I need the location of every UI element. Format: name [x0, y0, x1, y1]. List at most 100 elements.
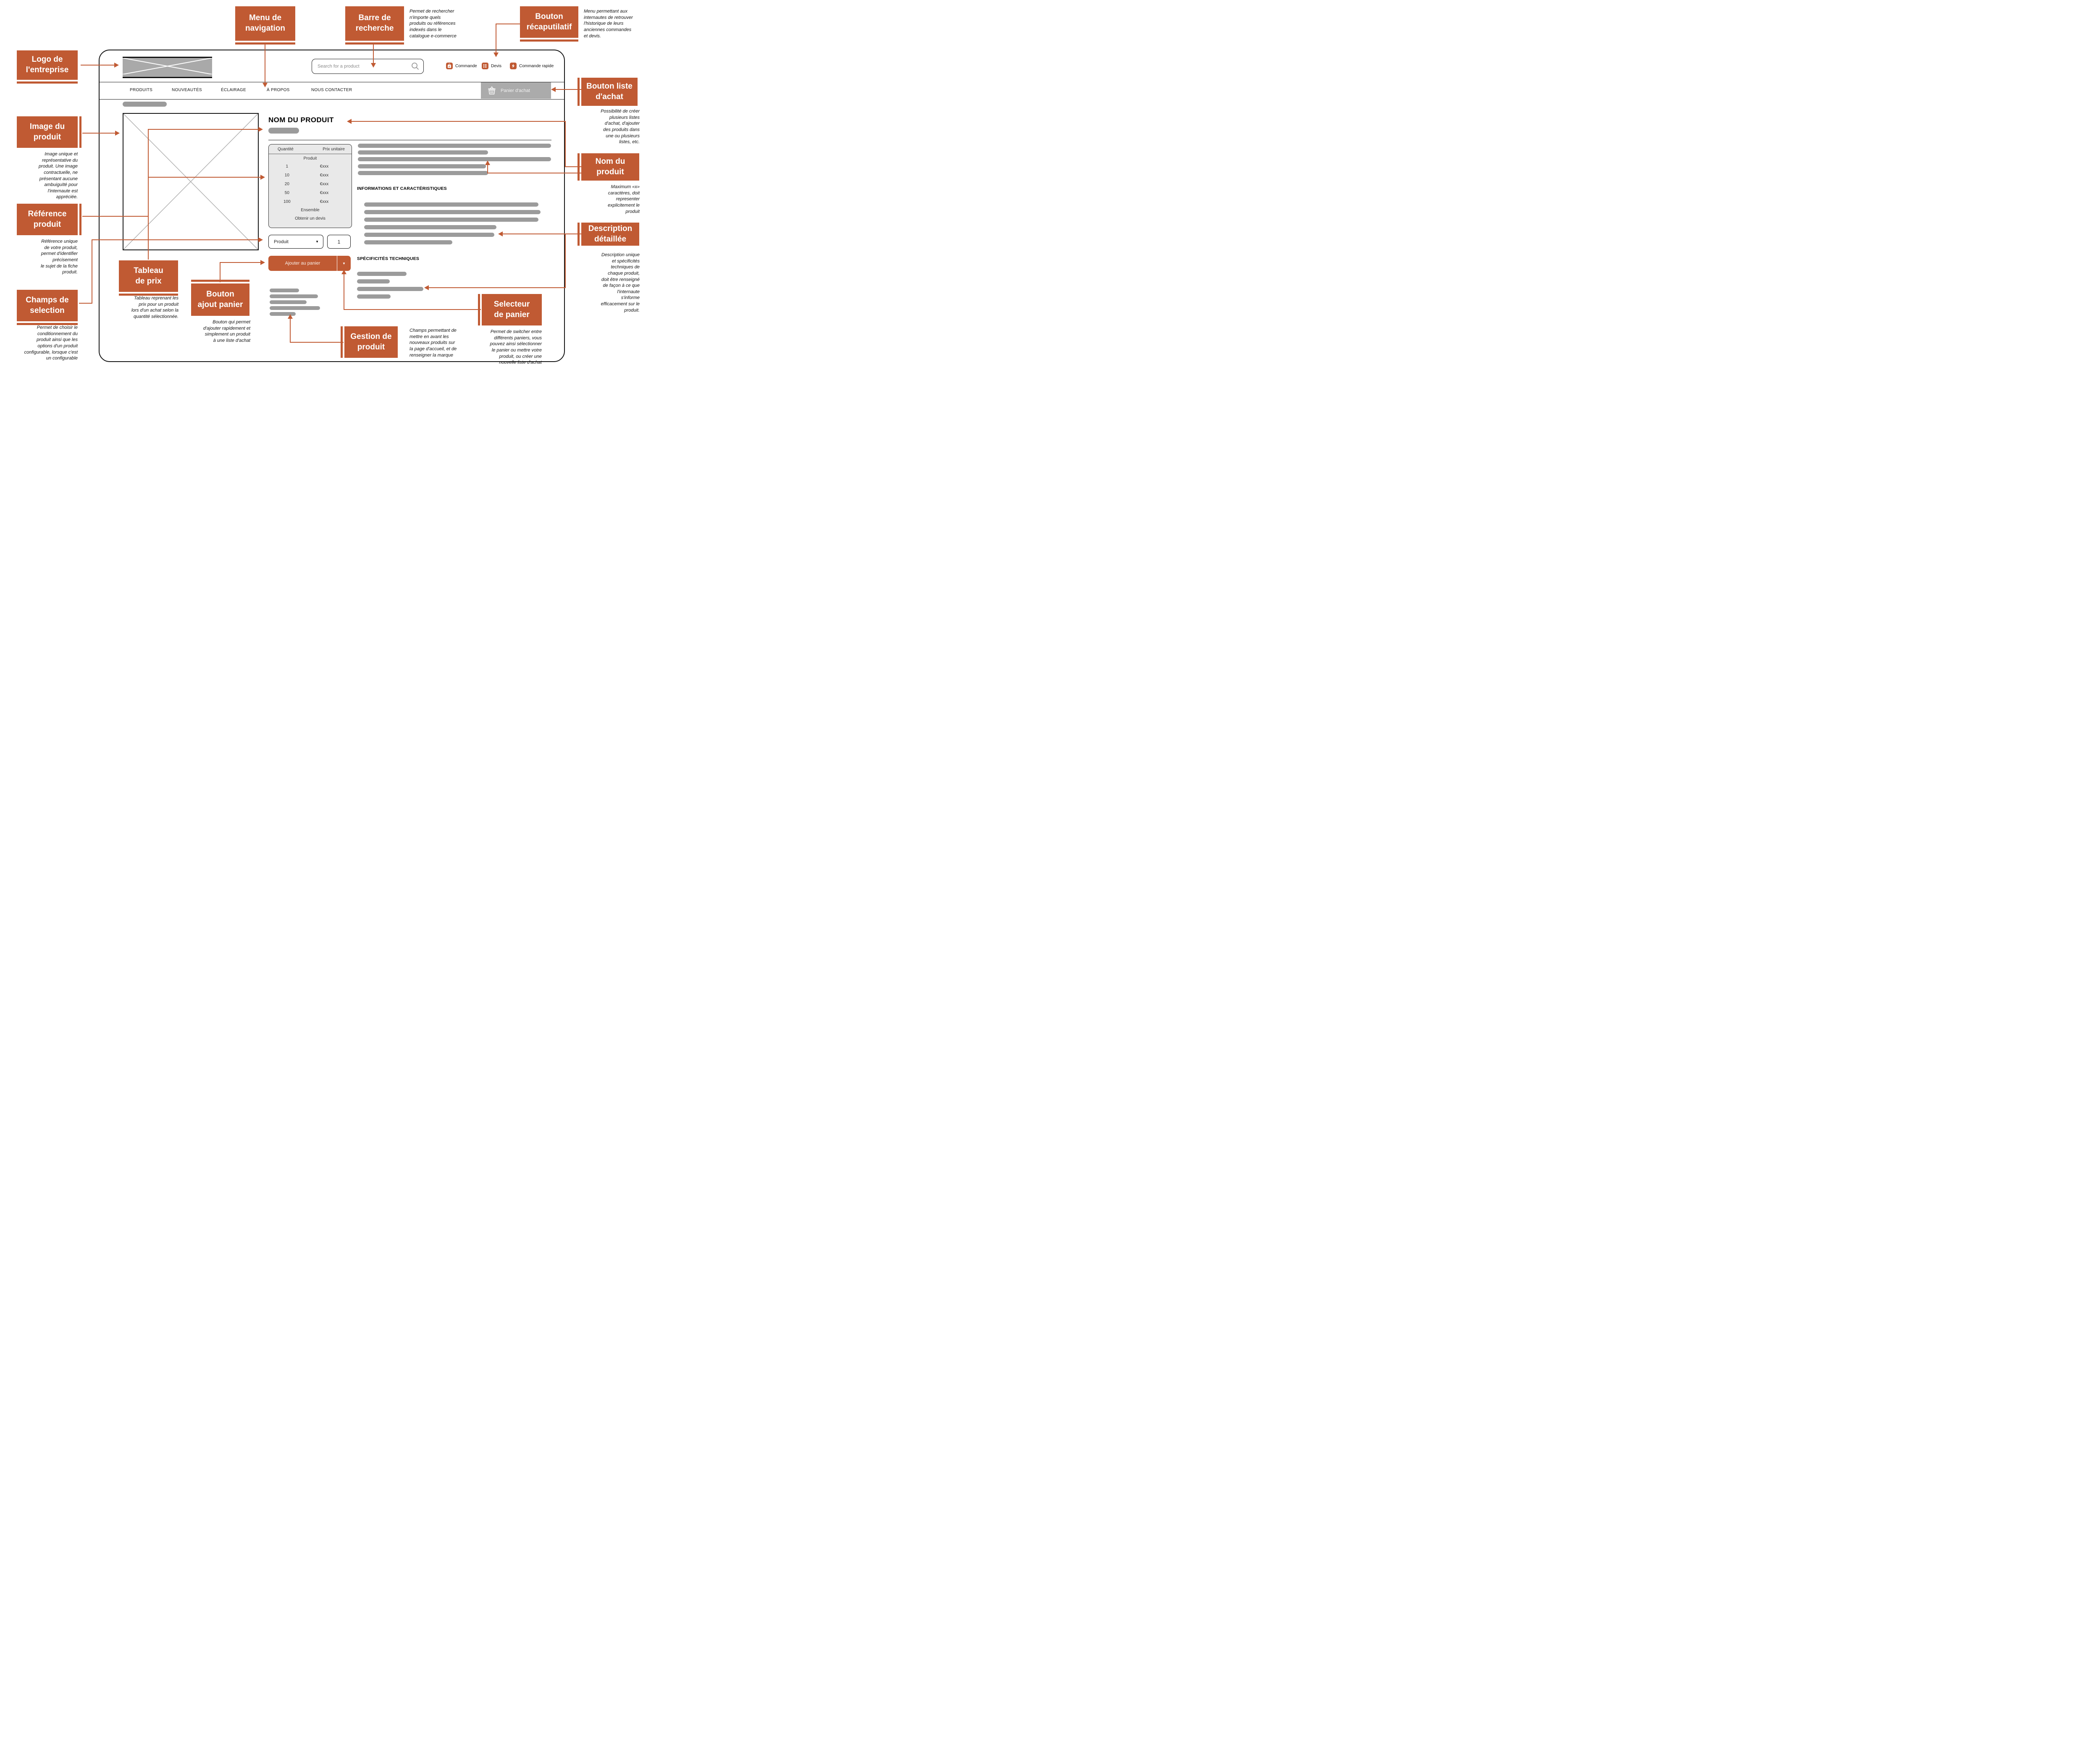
orders-link[interactable]: Commande	[446, 63, 477, 69]
callout-bouton-liste-achat: Bouton liste d'achat	[581, 78, 638, 106]
note-image-produit: Image unique et représentative du produi…	[39, 152, 78, 200]
col-quantity: Quantité	[278, 147, 294, 152]
quotes-link[interactable]: Devis	[482, 63, 501, 69]
product-variant-select[interactable]: Produit ▼	[268, 235, 323, 249]
placeholder-bar	[357, 287, 423, 291]
arrowhead-icon	[115, 131, 120, 136]
callout-label: Logo de l'entreprise	[26, 55, 69, 74]
qty-cell: 10	[284, 173, 289, 178]
connector-line	[344, 309, 481, 310]
price-cell: €xxx	[320, 173, 329, 178]
price-table-group-label: Produit	[303, 156, 317, 161]
note-bouton-ajout-panier: Bouton qui permet d'ajouter rapidement e…	[203, 320, 250, 343]
placeholder-bar	[357, 279, 390, 283]
placeholder-bar	[357, 294, 391, 299]
callout-label: Bouton liste d'achat	[586, 81, 633, 101]
callout-barre-recherche: Barre de recherche	[345, 6, 404, 41]
arrowhead-icon	[288, 314, 293, 319]
product-title: NOM DU PRODUIT	[268, 116, 334, 124]
quick-order-link[interactable]: Commande rapide	[510, 63, 554, 69]
note-gestion-produit: Champs permettant de mettre en avant les…	[410, 328, 457, 358]
section-specificites: SPÉCIFICITÉS TECHNIQUES	[357, 256, 420, 261]
search-input[interactable]	[312, 64, 411, 69]
price-cell: €xxx	[320, 182, 329, 186]
connector-line	[565, 234, 566, 288]
connector-line	[555, 89, 581, 90]
cart-button[interactable]: Panier d'achat	[481, 82, 551, 99]
placeholder-bar	[270, 289, 299, 292]
qty-cell: 20	[284, 182, 289, 186]
price-row: 10 €xxx	[269, 171, 352, 180]
ensemble-row: Ensemble	[301, 208, 320, 213]
note-selecteur-panier: Permet de switcher entre différents pani…	[490, 329, 542, 364]
placeholder-bar	[358, 171, 488, 175]
note-bouton-recapitulatif: Menu permettant aux internautes de retro…	[584, 9, 633, 39]
callout-label: Bouton récaputilatif	[526, 12, 572, 31]
product-variant-select-value: Produit	[274, 239, 289, 244]
connector-line	[92, 239, 258, 240]
get-quote-row[interactable]: Obtenir un devis	[295, 216, 326, 221]
price-cell: €xxx	[320, 199, 329, 204]
connector-line	[290, 318, 291, 343]
connector-line	[79, 303, 92, 304]
placeholder-bar	[358, 144, 551, 148]
callout-label: Menu de navigation	[245, 13, 285, 33]
quotes-link-label: Devis	[491, 63, 502, 68]
arrowhead-icon	[498, 231, 503, 236]
nav-item-produits[interactable]: PRODUITS	[130, 88, 153, 92]
callout-label: Tableau de prix	[134, 266, 163, 286]
nav-item-nouveautes[interactable]: NOUVEAUTÉS	[172, 88, 202, 92]
nav-item-nous-contacter[interactable]: NOUS CONTACTER	[311, 88, 352, 92]
connector-line	[351, 121, 565, 122]
arrowhead-icon	[424, 285, 429, 290]
price-row: 100 €xxx	[269, 197, 352, 206]
note-reference-produit: Référence unique de votre produit, perme…	[40, 239, 78, 275]
qty-cell: 100	[283, 199, 291, 204]
arrowhead-icon	[347, 119, 352, 124]
bag-check-icon	[446, 63, 453, 69]
callout-label: Bouton ajout panier	[197, 289, 243, 309]
connector-line	[565, 166, 581, 167]
connector-line	[148, 177, 260, 178]
price-cell: €xxx	[320, 164, 329, 169]
price-table: Quantité Prix unitaire Produit 1 €xxx 10…	[268, 144, 352, 228]
browser-frame: Commande Devis Commande rapide PRODUITS	[99, 50, 565, 362]
connector-line	[565, 121, 566, 166]
search-icon	[412, 63, 419, 70]
callout-selecteur-panier: Selecteur de panier	[482, 294, 542, 325]
section-informations: INFORMATIONS ET CARACTÉRISTIQUES	[357, 186, 447, 191]
arrowhead-icon	[551, 87, 556, 92]
nav-item-eclairage[interactable]: ÉCLAIRAGE	[221, 88, 246, 92]
image-placeholder-x-icon	[123, 114, 258, 249]
arrowhead-icon	[341, 270, 346, 274]
arrowhead-icon	[260, 175, 265, 180]
cart-selector-caret[interactable]: ▼	[342, 261, 346, 265]
placeholder-bar	[364, 202, 538, 207]
connector-line	[220, 262, 260, 263]
product-image-placeholder	[123, 113, 259, 250]
connector-line	[487, 165, 488, 173]
placeholder-bar	[358, 157, 551, 161]
placeholder-bar	[270, 294, 318, 298]
quantity-input[interactable]	[327, 235, 351, 249]
orders-link-label: Commande	[455, 63, 477, 68]
connector-line	[82, 216, 149, 217]
note-bouton-liste-achat: Possibilité de créer plusieurs listes d'…	[601, 109, 640, 145]
callout-bouton-recapitulatif: Bouton récaputilatif	[520, 6, 578, 38]
arrowhead-icon	[258, 127, 263, 132]
note-nom-produit: Maximum «x» caractères, doit representer…	[608, 184, 640, 214]
col-unit-price: Prix unitaire	[323, 147, 345, 152]
nav-item-a-propos[interactable]: À PROPOS	[267, 88, 290, 92]
callout-nom-produit: Nom du produit	[581, 153, 639, 181]
note-barre-recherche: Permet de rechercher n'importe quels pro…	[410, 9, 457, 39]
callout-gestion-produit: Gestion de produit	[344, 326, 398, 358]
add-to-cart-button[interactable]: Ajouter au panier ▼	[268, 256, 351, 271]
price-cell: €xxx	[320, 191, 329, 195]
arrowhead-icon	[371, 63, 376, 68]
placeholder-bar	[270, 312, 296, 316]
arrowhead-icon	[485, 160, 490, 165]
cart-button-label: Panier d'achat	[501, 88, 530, 93]
note-champs-selection: Permet de choisir le conditionnement du …	[24, 325, 78, 361]
lightning-icon	[510, 63, 517, 69]
quick-order-link-label: Commande rapide	[519, 63, 554, 68]
